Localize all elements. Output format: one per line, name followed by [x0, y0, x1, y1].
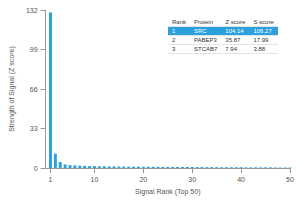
svg-text:132: 132	[26, 7, 38, 14]
html-text:STCAB7: STCAB7	[194, 46, 218, 52]
svg-text:10: 10	[91, 176, 99, 183]
svg-text:0: 0	[34, 165, 38, 172]
svg-text:Strength of Signal (Z score): Strength of Signal (Z score)	[8, 46, 16, 132]
html-text:106.27: 106.27	[253, 28, 272, 34]
svg-text:99: 99	[30, 46, 38, 53]
html-text:3.88: 3.88	[253, 46, 266, 52]
html-text:3: 3	[172, 46, 176, 52]
html-text:2: 2	[172, 37, 176, 43]
svg-text:66: 66	[30, 86, 38, 93]
svg-text:Signal Rank (Top 50): Signal Rank (Top 50)	[135, 188, 200, 196]
svg-text:20: 20	[139, 176, 147, 183]
html-text:Rank: Rank	[172, 19, 186, 25]
html-text:PABEP3: PABEP3	[194, 37, 217, 43]
svg-text:50: 50	[286, 176, 294, 183]
html-text:17.99: 17.99	[253, 37, 269, 43]
svg-text:30: 30	[188, 176, 196, 183]
html-text:S score: S score	[253, 19, 274, 25]
svg-text:1: 1	[49, 176, 53, 183]
html-text:104.14: 104.14	[225, 28, 244, 34]
html-text:1: 1	[172, 28, 176, 34]
html-text:Protein: Protein	[194, 19, 213, 25]
html-text:Z score: Z score	[225, 19, 246, 25]
svg-text:40: 40	[237, 176, 245, 183]
svg-text:33: 33	[30, 125, 38, 132]
html-text:7.94: 7.94	[225, 46, 237, 52]
html-text:35.87: 35.87	[225, 37, 241, 43]
html-text:SRC: SRC	[194, 28, 207, 34]
